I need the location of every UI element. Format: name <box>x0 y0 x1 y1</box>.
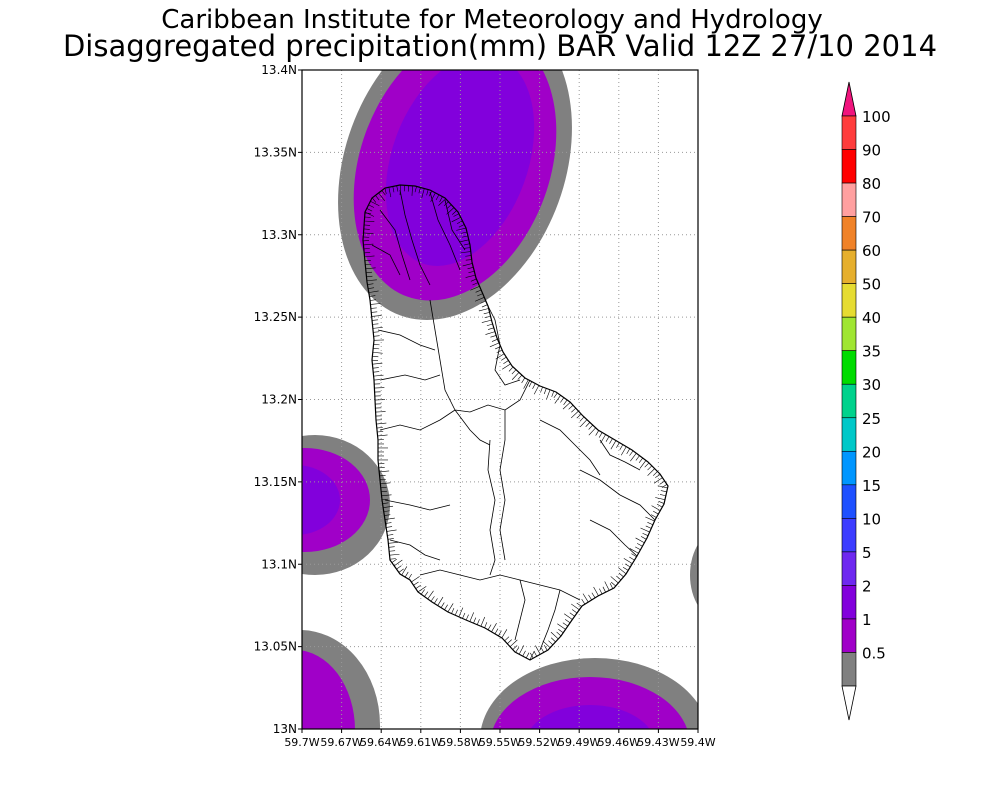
legend-label: 70 <box>862 209 881 227</box>
lon-tick-label: 59.46W <box>598 736 640 749</box>
latitude-labels: 13N 13.05N 13.1N 13.15N 13.2N 13.25N 13.3N 13.3… <box>254 63 302 736</box>
legend-color-box <box>842 619 856 653</box>
legend-color-box <box>842 317 856 351</box>
legend-label: 20 <box>862 443 881 461</box>
legend-color-box <box>842 351 856 385</box>
legend-label: 80 <box>862 175 881 193</box>
legend-color-box <box>842 150 856 184</box>
lat-tick-label: 13.3N <box>261 228 297 242</box>
lon-tick-label: 59.4W <box>680 736 715 749</box>
legend-color-box <box>842 183 856 217</box>
contour-0-5 <box>690 530 750 620</box>
legend-label: 15 <box>862 477 881 495</box>
legend-label: 30 <box>862 376 881 394</box>
legend-label: 0.5 <box>862 644 886 662</box>
lat-tick-label: 13.15N <box>254 475 297 489</box>
lon-tick-label: 59.49W <box>558 736 600 749</box>
lon-tick-label: 59.64W <box>360 736 402 749</box>
legend-label: 35 <box>862 343 881 361</box>
east-precip-area <box>690 530 750 620</box>
legend-bottom-arrow <box>842 686 856 720</box>
lat-tick-label: 13.35N <box>254 145 297 159</box>
legend-color-box <box>842 485 856 519</box>
lon-tick-label: 59.55W <box>479 736 521 749</box>
legend-label: 5 <box>862 544 872 562</box>
lon-tick-label: 59.58W <box>439 736 481 749</box>
lon-tick-label: 59.61W <box>400 736 442 749</box>
lat-tick-label: 13.25N <box>254 310 297 324</box>
legend-label: 25 <box>862 410 881 428</box>
legend-label: 2 <box>862 577 872 595</box>
legend-color-box <box>842 250 856 284</box>
lon-tick-label: 59.67W <box>320 736 362 749</box>
legend-color-box <box>842 418 856 452</box>
lat-tick-label: 13.1N <box>261 557 297 571</box>
precipitation-legend: 100 90 80 70 60 50 40 35 30 25 20 15 10 5 2 1 0.5 <box>842 82 891 720</box>
legend-label: 90 <box>862 142 881 160</box>
legend-color-box <box>842 518 856 552</box>
legend-label: 100 <box>862 108 891 126</box>
legend-color-box <box>842 552 856 586</box>
lon-tick-label: 59.43W <box>637 736 679 749</box>
legend-color-box <box>842 217 856 251</box>
west-precip-area <box>240 435 390 575</box>
legend-label: 50 <box>862 276 881 294</box>
lat-tick-label: 13.2N <box>261 393 297 407</box>
legend-label: 40 <box>862 309 881 327</box>
legend-color-box <box>842 116 856 150</box>
legend-label: 60 <box>862 242 881 260</box>
title-line-2: Disaggregated precipitation(mm) BAR Vali… <box>63 29 937 63</box>
lat-tick-label: 13N <box>273 722 297 736</box>
legend-label: 1 <box>862 611 872 629</box>
legend-label: 10 <box>862 510 881 528</box>
legend-top-arrow <box>842 82 856 116</box>
lon-tick-label: 59.52W <box>518 736 560 749</box>
legend-color-box <box>842 652 856 686</box>
map-panel: 13N 13.05N 13.1N 13.15N 13.2N 13.25N 13.3N 13.3… <box>220 0 750 800</box>
lat-tick-label: 13.4N <box>261 63 297 77</box>
lat-tick-label: 13.05N <box>254 640 297 654</box>
legend-color-box <box>842 585 856 619</box>
legend-color-box <box>842 284 856 318</box>
lon-tick-label: 59.7W <box>284 736 319 749</box>
legend-color-box <box>842 384 856 418</box>
legend-color-box <box>842 451 856 485</box>
